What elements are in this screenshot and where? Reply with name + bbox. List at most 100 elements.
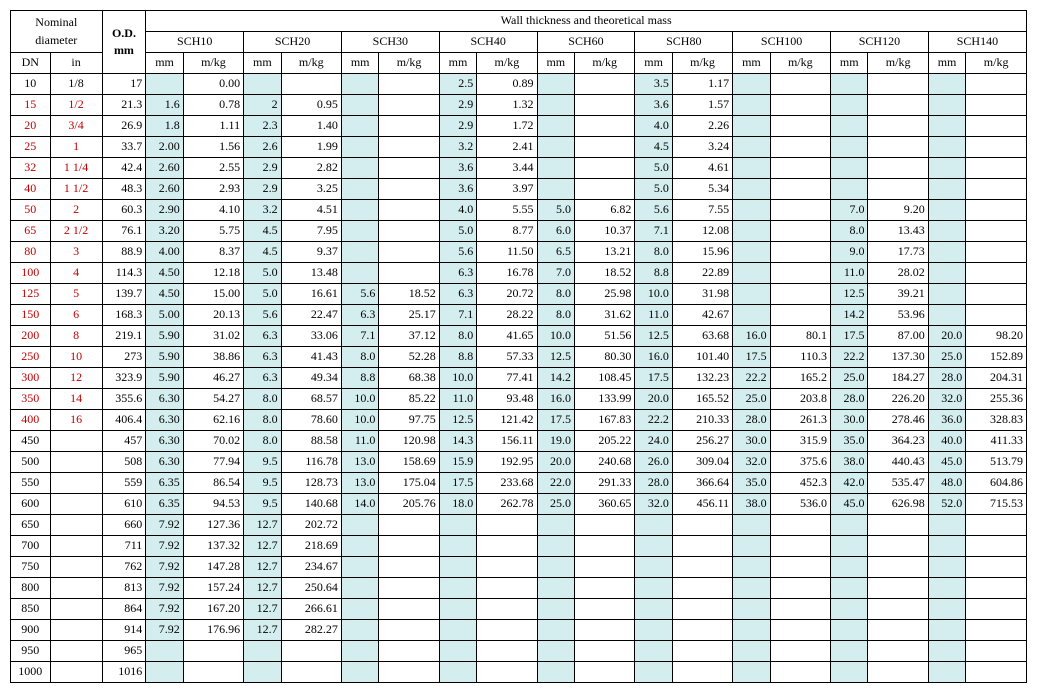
cell-mkg: 41.43 [281,347,341,368]
cell-in: 3 [50,242,102,263]
cell-mm: 28.0 [635,473,672,494]
cell-mm [146,641,183,662]
cell-mkg: 97.75 [379,410,439,431]
hdr-wall-title: Wall thickness and theoretical mass [146,11,1027,32]
cell-mm: 5.0 [244,263,281,284]
cell-mm: 14.0 [341,494,378,515]
hdr-mm: mm [244,53,281,74]
cell-mm: 2.3 [244,116,281,137]
cell-od: 139.7 [102,284,146,305]
cell-mm: 7.0 [830,200,867,221]
cell-mkg: 13.43 [868,221,928,242]
cell-mkg: 49.34 [281,368,341,389]
cell-od: 219.1 [102,326,146,347]
cell-mm: 7.1 [439,305,476,326]
cell-mm [928,221,965,242]
cell-mkg [770,242,830,263]
cell-mm: 3.2 [439,137,476,158]
cell-mm [537,74,574,95]
cell-mkg: 3.24 [672,137,732,158]
cell-mm [733,137,770,158]
cell-mm [733,200,770,221]
cell-mkg [966,515,1027,536]
cell-mkg: 12.08 [672,221,732,242]
cell-dn: 550 [11,473,51,494]
cell-mm: 7.92 [146,599,183,620]
table-head: Nominal diameter O.D. mm Wall thickness … [11,11,1027,74]
cell-mm [733,263,770,284]
hdr-mkg: m/kg [868,53,928,74]
cell-od: 33.7 [102,137,146,158]
hdr-mm: mm [928,53,965,74]
cell-mkg [868,95,928,116]
cell-mkg: 31.02 [183,326,243,347]
cell-mm: 42.0 [830,473,867,494]
cell-mm [439,578,476,599]
cell-mkg: 31.62 [575,305,635,326]
cell-mkg: 22.89 [672,263,732,284]
table-row: 7007117.92137.3212.7218.69 [11,536,1027,557]
table-row: 101/8170.002.50.893.51.17 [11,74,1027,95]
hdr-mm: mm [439,53,476,74]
cell-mkg [770,263,830,284]
cell-mm [733,557,770,578]
cell-mkg [379,578,439,599]
cell-mm: 10.0 [341,410,378,431]
cell-mkg: 291.33 [575,473,635,494]
cell-mm [830,536,867,557]
cell-mkg [770,515,830,536]
cell-mm [244,74,281,95]
cell-mkg: 1.11 [183,116,243,137]
cell-mkg: 68.38 [379,368,439,389]
cell-od: 76.1 [102,221,146,242]
cell-mkg [868,557,928,578]
cell-mkg [477,620,537,641]
cell-mm: 6.0 [537,221,574,242]
cell-mkg: 11.50 [477,242,537,263]
cell-in: 3/4 [50,116,102,137]
cell-mkg: 0.78 [183,95,243,116]
hdr-mkg: m/kg [770,53,830,74]
cell-mm [635,662,672,683]
cell-mm [537,515,574,536]
cell-mkg: 28.22 [477,305,537,326]
cell-mkg [770,305,830,326]
table-row: 250102735.9038.866.341.438.052.288.857.3… [11,347,1027,368]
hdr-mkg: m/kg [477,53,537,74]
cell-mm: 22.2 [635,410,672,431]
cell-mkg: 203.8 [770,389,830,410]
cell-mkg [868,578,928,599]
cell-mkg: 309.04 [672,452,732,473]
cell-mm: 35.0 [733,473,770,494]
cell-in [50,599,102,620]
cell-mkg [575,137,635,158]
hdr-mkg: m/kg [966,53,1027,74]
cell-dn: 750 [11,557,51,578]
cell-in [50,620,102,641]
cell-mm [341,116,378,137]
cell-dn: 300 [11,368,51,389]
table-row: 652 1/276.13.205.754.57.955.08.776.010.3… [11,221,1027,242]
cell-mkg [868,179,928,200]
hdr-mm: mm [635,53,672,74]
cell-mkg [379,557,439,578]
table-row: 2008219.15.9031.026.333.067.137.128.041.… [11,326,1027,347]
table-row: 9009147.92176.9612.7282.27 [11,620,1027,641]
cell-mkg [477,662,537,683]
cell-mm: 6.3 [244,326,281,347]
cell-mkg: 202.72 [281,515,341,536]
cell-mkg: 2.26 [672,116,732,137]
cell-mkg: 16.78 [477,263,537,284]
cell-mm: 5.0 [635,158,672,179]
cell-mm [733,158,770,179]
cell-mm [928,599,965,620]
table-row: 151/221.31.60.7820.952.91.323.61.57 [11,95,1027,116]
cell-mm [733,662,770,683]
cell-mkg [379,641,439,662]
cell-mkg [770,179,830,200]
cell-mm [830,137,867,158]
cell-mkg [770,95,830,116]
cell-mkg: 52.28 [379,347,439,368]
cell-mkg: 4.61 [672,158,732,179]
cell-mm: 5.0 [244,284,281,305]
